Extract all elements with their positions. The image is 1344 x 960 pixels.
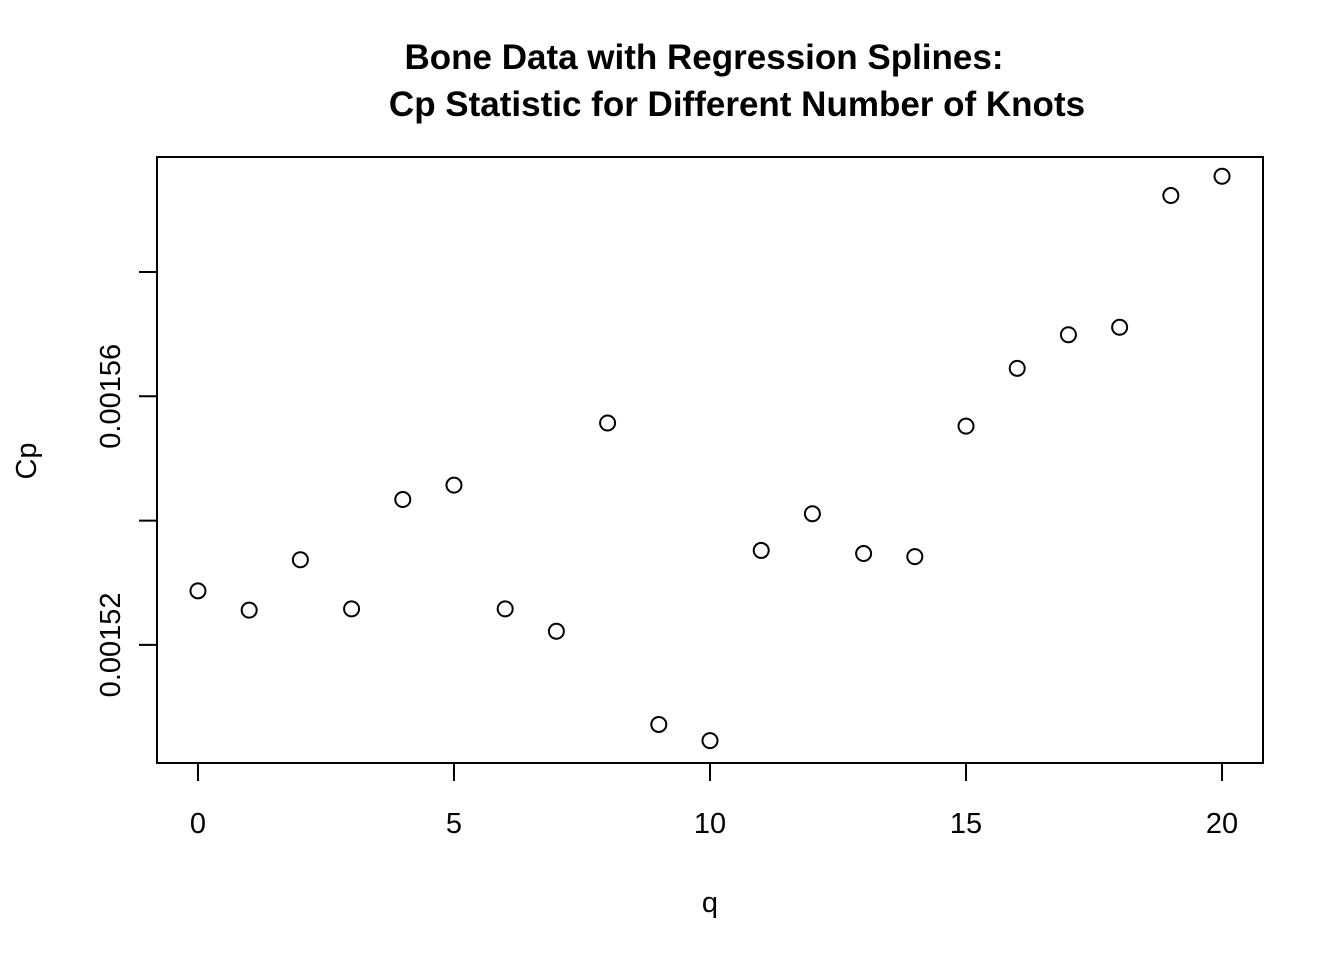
data-point-q-17 bbox=[1059, 326, 1077, 344]
data-point-q-20 bbox=[1213, 167, 1231, 185]
x-tick-label-20: 20 bbox=[1206, 808, 1238, 840]
chart-title-line-1: Bone Data with Regression Splines: bbox=[405, 38, 1004, 77]
data-point-q-3 bbox=[343, 600, 361, 618]
data-points bbox=[189, 167, 1231, 750]
data-point-q-2 bbox=[291, 551, 309, 569]
data-point-q-0 bbox=[189, 582, 207, 600]
data-point-q-15 bbox=[957, 417, 975, 435]
data-point-q-9 bbox=[650, 715, 668, 733]
data-point-q-14 bbox=[906, 548, 924, 566]
x-axis-label: q bbox=[702, 887, 718, 919]
data-point-q-10 bbox=[701, 732, 719, 750]
y-tick-label-0: 0.00152 bbox=[95, 592, 127, 697]
x-tick-label-10: 10 bbox=[694, 808, 726, 840]
data-point-q-8 bbox=[599, 414, 617, 432]
data-point-q-13 bbox=[855, 545, 873, 563]
data-point-q-16 bbox=[1008, 359, 1026, 377]
data-point-q-1 bbox=[240, 601, 258, 619]
data-point-q-5 bbox=[445, 476, 463, 494]
data-point-q-7 bbox=[547, 622, 565, 640]
chart-title-line-2: Cp Statistic for Different Number of Kno… bbox=[389, 85, 1085, 124]
x-axis: 0 5 10 15 20 bbox=[190, 763, 1238, 840]
x-tick-label-0: 0 bbox=[190, 808, 206, 840]
data-point-q-6 bbox=[496, 600, 514, 618]
data-point-q-19 bbox=[1162, 187, 1180, 205]
data-point-q-12 bbox=[803, 505, 821, 523]
x-tick-label-5: 5 bbox=[446, 808, 462, 840]
x-tick-label-15: 15 bbox=[950, 808, 982, 840]
data-point-q-4 bbox=[394, 490, 412, 508]
y-tick-label-2: 0.00156 bbox=[95, 344, 127, 449]
y-axis-label: Cp bbox=[11, 442, 43, 479]
y-axis: 0.00152 0.00156 bbox=[95, 270, 157, 697]
data-point-q-18 bbox=[1111, 318, 1129, 336]
plot-frame bbox=[156, 156, 1264, 764]
data-point-q-11 bbox=[752, 541, 770, 559]
